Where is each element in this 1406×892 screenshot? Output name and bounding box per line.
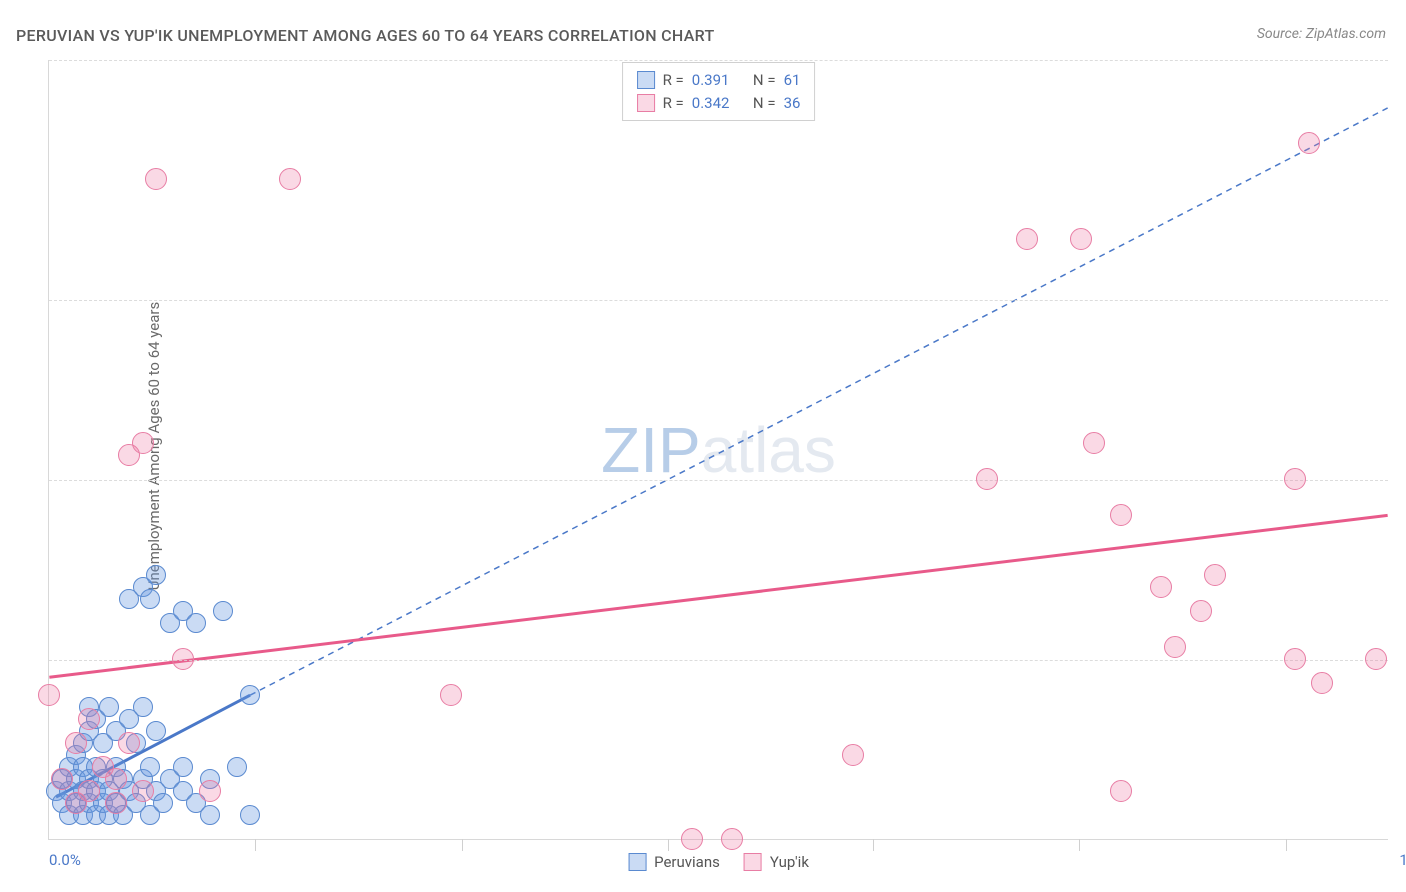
data-point xyxy=(1150,576,1172,598)
data-point xyxy=(99,697,119,717)
stats-n-value: 61 xyxy=(784,69,801,92)
stats-box: R = 0.391 N = 61 R = 0.342 N = 36 xyxy=(622,62,816,121)
data-point xyxy=(1190,600,1212,622)
data-point xyxy=(227,757,247,777)
watermark: ZIPatlas xyxy=(601,413,836,487)
stats-r-value: 0.391 xyxy=(692,69,730,92)
data-point xyxy=(976,468,998,490)
data-point xyxy=(1110,780,1132,802)
data-point xyxy=(199,780,221,802)
regression-lines xyxy=(49,60,1388,839)
stats-n-label: N = xyxy=(753,69,776,92)
data-point xyxy=(1070,228,1092,250)
x-tick xyxy=(1286,839,1287,851)
x-tick xyxy=(1079,839,1080,851)
x-tick xyxy=(462,839,463,851)
data-point xyxy=(279,168,301,190)
data-point xyxy=(1365,648,1387,670)
data-point xyxy=(1298,132,1320,154)
gridline-h xyxy=(49,60,1388,61)
chart-title: PERUVIAN VS YUP'IK UNEMPLOYMENT AMONG AG… xyxy=(16,26,715,45)
gridline-h xyxy=(49,660,1388,661)
stats-r-label: R = xyxy=(663,92,684,115)
data-point xyxy=(1284,468,1306,490)
x-tick xyxy=(255,839,256,851)
data-point xyxy=(681,828,703,850)
x-tick xyxy=(873,839,874,851)
legend-swatch-yupik xyxy=(744,853,762,871)
data-point xyxy=(132,780,154,802)
data-point xyxy=(140,589,160,609)
source-attribution: Source: ZipAtlas.com xyxy=(1257,26,1386,42)
data-point xyxy=(1311,672,1333,694)
stats-n-label: N = xyxy=(753,92,776,115)
stats-row: R = 0.391 N = 61 xyxy=(637,69,801,92)
data-point xyxy=(146,565,166,585)
data-point xyxy=(1164,636,1186,658)
data-point xyxy=(78,780,100,802)
legend-label: Peruvians xyxy=(654,853,720,871)
watermark-atlas: atlas xyxy=(701,414,836,486)
chart-container: PERUVIAN VS YUP'IK UNEMPLOYMENT AMONG AG… xyxy=(0,0,1406,892)
stats-swatch-yupik xyxy=(637,94,655,112)
data-point xyxy=(440,684,462,706)
data-point xyxy=(105,768,127,790)
data-point xyxy=(51,768,73,790)
data-point xyxy=(240,685,260,705)
data-point xyxy=(1204,564,1226,586)
data-point xyxy=(1083,432,1105,454)
data-point xyxy=(145,168,167,190)
legend-swatch-peruvians xyxy=(628,853,646,871)
x-tick-label: 100.0% xyxy=(1399,851,1406,869)
data-point xyxy=(132,432,154,454)
legend-label: Yup'ik xyxy=(770,853,809,871)
data-point xyxy=(186,613,206,633)
legend-bottom: Peruvians Yup'ik xyxy=(628,853,809,871)
data-point xyxy=(105,792,127,814)
plot-area: ZIPatlas R = 0.391 N = 61 R = 0.342 N = … xyxy=(48,60,1388,840)
data-point xyxy=(140,757,160,777)
stats-r-value: 0.342 xyxy=(692,92,730,115)
data-point xyxy=(38,684,60,706)
x-tick-label: 0.0% xyxy=(49,851,81,869)
watermark-zip: ZIP xyxy=(601,414,701,486)
gridline-h xyxy=(49,480,1388,481)
stats-swatch-peruvians xyxy=(637,71,655,89)
legend-item-yupik: Yup'ik xyxy=(744,853,809,871)
data-point xyxy=(133,697,153,717)
x-tick xyxy=(668,839,669,851)
data-point xyxy=(1016,228,1038,250)
data-point xyxy=(1110,504,1132,526)
stats-r-label: R = xyxy=(663,69,684,92)
data-point xyxy=(1284,648,1306,670)
data-point xyxy=(213,601,233,621)
stats-n-value: 36 xyxy=(784,92,801,115)
data-point xyxy=(240,805,260,825)
data-point xyxy=(153,793,173,813)
data-point xyxy=(65,732,87,754)
stats-row: R = 0.342 N = 36 xyxy=(637,92,801,115)
data-point xyxy=(172,648,194,670)
legend-item-peruvians: Peruvians xyxy=(628,853,720,871)
data-point xyxy=(173,757,193,777)
gridline-h xyxy=(49,300,1388,301)
data-point xyxy=(721,828,743,850)
data-point xyxy=(118,732,140,754)
data-point xyxy=(78,708,100,730)
data-point xyxy=(146,721,166,741)
data-point xyxy=(200,805,220,825)
data-point xyxy=(842,744,864,766)
